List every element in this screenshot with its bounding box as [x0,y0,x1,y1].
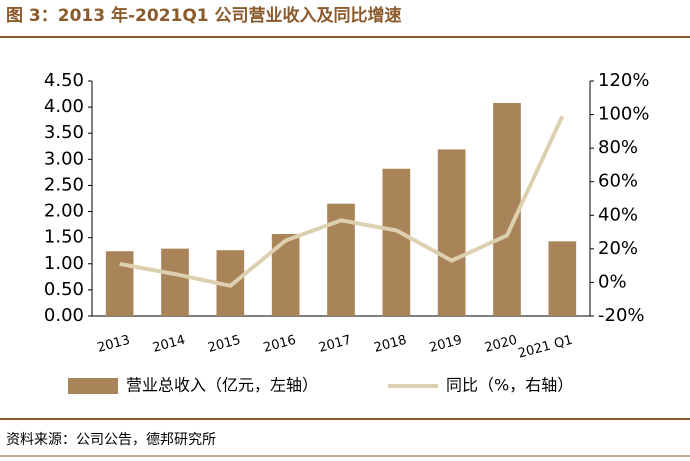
legend-label: 营业总收入（亿元，左轴） [126,376,318,395]
bar [382,168,411,316]
y-tick-label: 3.00 [44,148,84,169]
y2-tick-label: 80% [598,137,638,158]
y-tick-label: 4.50 [44,70,84,91]
x-tick-label: 2017 [317,333,353,356]
x-tick-label: 2021 Q1 [517,333,575,362]
bar [548,241,577,316]
bar [105,251,134,316]
source-note: 资料来源：公司公告，德邦研究所 [6,432,216,448]
x-tick-label: 2016 [262,333,298,356]
bar [493,102,521,316]
x-tick-label: 2014 [151,333,187,356]
y-tick-label: 0.50 [44,279,84,300]
y2-tick-label: 0% [598,271,627,292]
y2-tick-label: -20% [598,305,645,326]
legend-swatch [68,378,118,394]
y-tick-label: 2.00 [44,201,84,222]
y2-tick-label: 20% [598,238,638,259]
y-tick-label: 1.50 [44,227,84,248]
legend-label: 同比（%，右轴） [446,376,573,395]
x-tick-label: 2020 [483,333,519,356]
bar [161,248,189,316]
y2-tick-label: 120% [598,70,649,91]
chart-title: 图 3：2013 年-2021Q1 公司营业收入及同比增速 [6,5,402,26]
bar [437,149,466,316]
y2-tick-label: 100% [598,104,649,125]
y2-tick-label: 40% [598,204,638,225]
y-tick-label: 3.50 [44,122,84,143]
y-tick-label: 4.00 [44,96,84,117]
x-tick-label: 2018 [372,333,408,356]
y-tick-label: 2.50 [44,174,84,195]
x-tick-label: 2019 [428,333,464,356]
y-tick-label: 1.00 [44,253,84,274]
x-tick-label: 2013 [96,333,132,356]
y-tick-label: 0.00 [44,305,84,326]
y2-tick-label: 60% [598,171,638,192]
x-tick-label: 2015 [206,333,242,356]
line [119,115,565,288]
